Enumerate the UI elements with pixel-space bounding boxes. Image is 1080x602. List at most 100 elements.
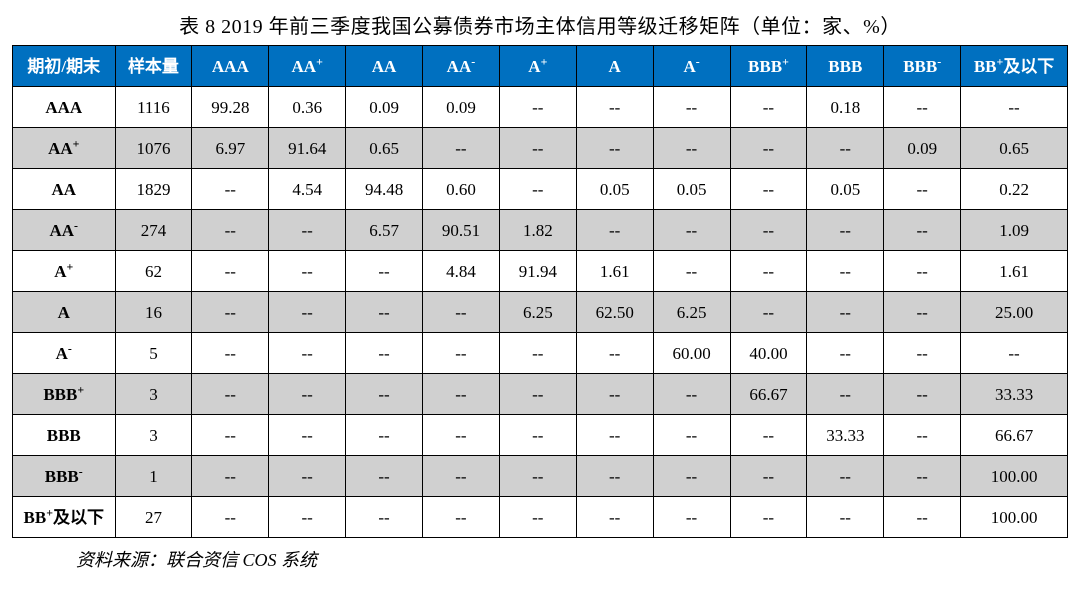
cell-value: 1076 bbox=[115, 128, 192, 169]
column-header: A bbox=[576, 46, 653, 87]
cell-value: -- bbox=[884, 374, 961, 415]
cell-value: 60.00 bbox=[653, 333, 730, 374]
cell-value: -- bbox=[884, 169, 961, 210]
cell-value: 100.00 bbox=[961, 456, 1068, 497]
cell-value: 33.33 bbox=[807, 415, 884, 456]
column-header: BBB bbox=[807, 46, 884, 87]
table-title: 表 8 2019 年前三季度我国公募债券市场主体信用等级迁移矩阵（单位：家、%） bbox=[12, 10, 1068, 39]
cell-value: -- bbox=[884, 456, 961, 497]
cell-value: 27 bbox=[115, 497, 192, 538]
row-label: A+ bbox=[13, 251, 116, 292]
cell-value: 0.18 bbox=[807, 87, 884, 128]
cell-value: -- bbox=[884, 251, 961, 292]
table-row: BBB-1--------------------100.00 bbox=[13, 456, 1068, 497]
cell-value: -- bbox=[499, 128, 576, 169]
cell-value: -- bbox=[346, 497, 423, 538]
cell-value: 0.05 bbox=[576, 169, 653, 210]
cell-value: 1.61 bbox=[961, 251, 1068, 292]
cell-value: 0.60 bbox=[423, 169, 500, 210]
cell-value: -- bbox=[653, 415, 730, 456]
cell-value: -- bbox=[192, 169, 269, 210]
cell-value: 66.67 bbox=[961, 415, 1068, 456]
table-body: AAA111699.280.360.090.09--------0.18----… bbox=[13, 87, 1068, 538]
cell-value: -- bbox=[346, 292, 423, 333]
cell-value: -- bbox=[499, 415, 576, 456]
cell-value: -- bbox=[807, 456, 884, 497]
row-label: BBB+ bbox=[13, 374, 116, 415]
cell-value: -- bbox=[423, 128, 500, 169]
cell-value: -- bbox=[730, 415, 807, 456]
cell-value: -- bbox=[346, 333, 423, 374]
cell-value: -- bbox=[730, 128, 807, 169]
cell-value: -- bbox=[576, 497, 653, 538]
cell-value: 91.94 bbox=[499, 251, 576, 292]
cell-value: 62.50 bbox=[576, 292, 653, 333]
row-label: AA- bbox=[13, 210, 116, 251]
table-row: A+62------4.8491.941.61--------1.61 bbox=[13, 251, 1068, 292]
cell-value: -- bbox=[423, 333, 500, 374]
cell-value: 1 bbox=[115, 456, 192, 497]
cell-value: -- bbox=[653, 456, 730, 497]
cell-value: -- bbox=[346, 456, 423, 497]
cell-value: -- bbox=[884, 333, 961, 374]
cell-value: 0.22 bbox=[961, 169, 1068, 210]
cell-value: 91.64 bbox=[269, 128, 346, 169]
cell-value: -- bbox=[730, 497, 807, 538]
column-header: 期初/期末 bbox=[13, 46, 116, 87]
cell-value: 33.33 bbox=[961, 374, 1068, 415]
cell-value: 99.28 bbox=[192, 87, 269, 128]
cell-value: -- bbox=[576, 333, 653, 374]
migration-matrix-table: 期初/期末样本量AAAAA+AAAA-A+AA-BBB+BBBBBB-BB+及以… bbox=[12, 45, 1068, 538]
cell-value: -- bbox=[576, 415, 653, 456]
cell-value: 94.48 bbox=[346, 169, 423, 210]
table-row: AA1829--4.5494.480.60--0.050.05--0.05--0… bbox=[13, 169, 1068, 210]
column-header: 样本量 bbox=[115, 46, 192, 87]
cell-value: -- bbox=[192, 497, 269, 538]
cell-value: 0.36 bbox=[269, 87, 346, 128]
cell-value: -- bbox=[192, 456, 269, 497]
cell-value: -- bbox=[192, 210, 269, 251]
cell-value: -- bbox=[423, 374, 500, 415]
cell-value: 3 bbox=[115, 374, 192, 415]
table-row: BBB3----------------33.33--66.67 bbox=[13, 415, 1068, 456]
cell-value: -- bbox=[499, 87, 576, 128]
cell-value: -- bbox=[653, 374, 730, 415]
cell-value: 3 bbox=[115, 415, 192, 456]
cell-value: 0.65 bbox=[346, 128, 423, 169]
cell-value: 4.84 bbox=[423, 251, 500, 292]
cell-value: -- bbox=[192, 333, 269, 374]
cell-value: -- bbox=[807, 292, 884, 333]
cell-value: -- bbox=[807, 374, 884, 415]
cell-value: -- bbox=[423, 292, 500, 333]
cell-value: -- bbox=[807, 128, 884, 169]
table-row: AA-274----6.5790.511.82----------1.09 bbox=[13, 210, 1068, 251]
cell-value: -- bbox=[807, 497, 884, 538]
column-header: A- bbox=[653, 46, 730, 87]
cell-value: -- bbox=[653, 128, 730, 169]
cell-value: -- bbox=[961, 333, 1068, 374]
cell-value: 6.25 bbox=[499, 292, 576, 333]
data-source-note: 资料来源：联合资信 COS 系统 bbox=[76, 546, 1068, 572]
cell-value: -- bbox=[884, 497, 961, 538]
cell-value: -- bbox=[269, 333, 346, 374]
cell-value: 6.57 bbox=[346, 210, 423, 251]
cell-value: -- bbox=[730, 210, 807, 251]
cell-value: 0.09 bbox=[884, 128, 961, 169]
cell-value: -- bbox=[730, 456, 807, 497]
column-header: BBB+ bbox=[730, 46, 807, 87]
cell-value: -- bbox=[730, 169, 807, 210]
cell-value: -- bbox=[269, 292, 346, 333]
row-label: A bbox=[13, 292, 116, 333]
cell-value: -- bbox=[576, 128, 653, 169]
cell-value: 1829 bbox=[115, 169, 192, 210]
cell-value: -- bbox=[346, 251, 423, 292]
cell-value: 40.00 bbox=[730, 333, 807, 374]
cell-value: -- bbox=[730, 251, 807, 292]
cell-value: -- bbox=[499, 169, 576, 210]
table-row: AAA111699.280.360.090.09--------0.18---- bbox=[13, 87, 1068, 128]
cell-value: -- bbox=[346, 415, 423, 456]
cell-value: -- bbox=[192, 374, 269, 415]
row-label: AA+ bbox=[13, 128, 116, 169]
cell-value: -- bbox=[192, 292, 269, 333]
cell-value: 0.09 bbox=[346, 87, 423, 128]
